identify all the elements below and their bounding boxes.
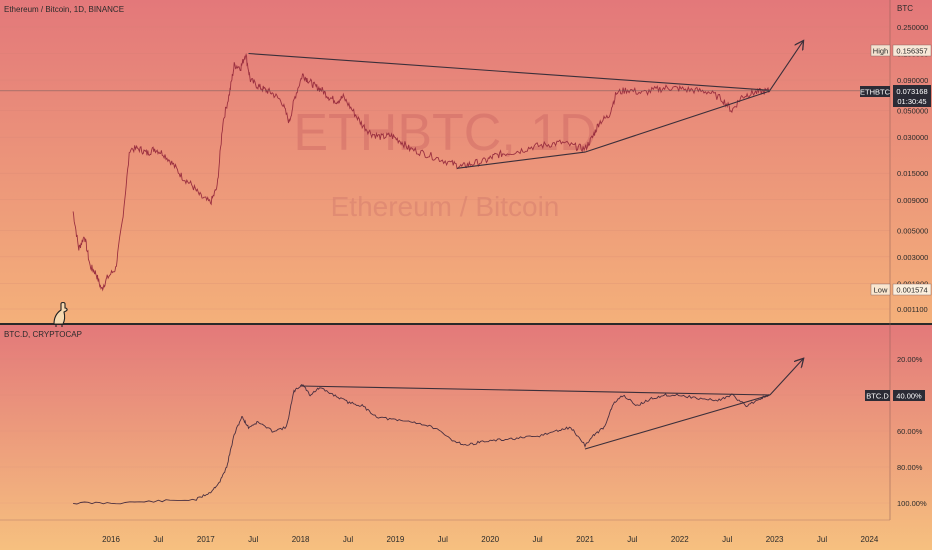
- time-tick-label: 2022: [671, 535, 689, 544]
- price-tick-label: 0.003000: [897, 253, 928, 262]
- time-tick-label: Jul: [343, 535, 353, 544]
- low-label: Low 0.001574: [870, 283, 932, 296]
- btcd-last-value-label: 40.00%: [893, 390, 925, 401]
- dominance-tick-label: 20.00%: [897, 355, 923, 364]
- price-tick-label: 0.050000: [897, 107, 928, 116]
- top-axis-unit: BTC: [897, 4, 913, 13]
- bottom-pane-header: BTC.D, CRYPTOCAP: [4, 330, 82, 339]
- svg-text:01:30:45: 01:30:45: [897, 97, 926, 106]
- btcd-support-trendline[interactable]: [584, 394, 771, 450]
- time-tick-label: 2021: [576, 535, 594, 544]
- btcd-resistance-trendline[interactable]: [300, 385, 770, 396]
- last-price-label: 0.073168 01:30:45: [893, 85, 931, 107]
- svg-text:40.00%: 40.00%: [896, 392, 922, 401]
- time-tick-label: 2020: [481, 535, 499, 544]
- svg-text:0.156357: 0.156357: [896, 47, 927, 56]
- time-tick-label: Jul: [438, 535, 448, 544]
- price-tick-label: 0.001100: [897, 305, 928, 314]
- time-tick-label: Jul: [627, 535, 637, 544]
- ethbtc-symbol-label[interactable]: ETHBTC: [860, 86, 891, 97]
- svg-text:High: High: [873, 47, 888, 56]
- btcd-breakout-arrow[interactable]: [769, 359, 803, 396]
- ethbtc-resistance-trendline[interactable]: [248, 52, 770, 91]
- price-tick-label: 0.009000: [897, 196, 928, 205]
- time-tick-label: 2019: [387, 535, 405, 544]
- time-tick-label: 2018: [292, 535, 310, 544]
- ethbtc-support-trendline[interactable]: [456, 90, 771, 169]
- top-pane-header: Ethereum / Bitcoin, 1D, BINANCE: [4, 5, 124, 14]
- bottom-pane-background: [0, 325, 932, 550]
- time-tick-label: 2023: [766, 535, 784, 544]
- price-tick-label: 0.015000: [897, 169, 928, 178]
- top-pane-background: [0, 0, 932, 323]
- svg-text:ETHBTC: ETHBTC: [860, 88, 891, 97]
- dominance-tick-label: 100.00%: [897, 499, 927, 508]
- time-tick-label: Jul: [153, 535, 163, 544]
- pane-separator[interactable]: [0, 323, 932, 325]
- high-label: High 0.156357: [870, 44, 932, 57]
- dominance-tick-label: 60.00%: [897, 427, 923, 436]
- trendline-layer[interactable]: [248, 41, 804, 450]
- price-tick-label: 0.005000: [897, 226, 928, 235]
- time-tick-label: Jul: [722, 535, 732, 544]
- price-tick-label: 0.090000: [897, 76, 928, 85]
- time-tick-label: 2016: [102, 535, 120, 544]
- btc-dominance-series: [73, 384, 771, 505]
- time-tick-label: Jul: [532, 535, 542, 544]
- dino-icon[interactable]: [53, 301, 68, 328]
- price-tick-label: 0.250000: [897, 23, 928, 32]
- watermark-symbol: ETHBTC, 1D: [293, 104, 596, 162]
- price-gridlines: [0, 26, 890, 504]
- ethbtc-breakout-arrow[interactable]: [769, 41, 803, 91]
- svg-text:0.001574: 0.001574: [896, 286, 927, 295]
- svg-text:0.073168: 0.073168: [896, 87, 927, 96]
- svg-text:Low: Low: [874, 286, 888, 295]
- btcd-symbol-label[interactable]: BTC.D: [865, 390, 890, 401]
- time-tick-label: Jul: [817, 535, 827, 544]
- dominance-tick-label: 80.00%: [897, 463, 923, 472]
- svg-text:BTC.D: BTC.D: [866, 392, 889, 401]
- time-tick-label: 2024: [861, 535, 879, 544]
- watermark-name: Ethereum / Bitcoin: [331, 191, 560, 222]
- time-tick-label: 2017: [197, 535, 215, 544]
- price-tick-label: 0.030000: [897, 133, 928, 142]
- time-tick-label: Jul: [248, 535, 258, 544]
